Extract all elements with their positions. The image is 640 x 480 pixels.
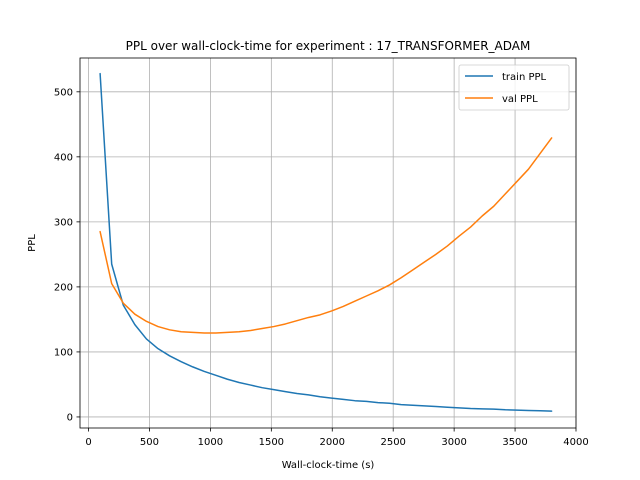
legend-label-val: val PPL (502, 94, 538, 105)
x-tick-label: 3000 (441, 437, 466, 448)
chart-title: PPL over wall-clock-time for experiment … (126, 39, 531, 53)
x-tick-label: 0 (85, 437, 91, 448)
legend: train PPL val PPL (458, 64, 570, 111)
y-tick-label: 400 (54, 152, 73, 163)
series-line-train-ppl (99, 72, 553, 412)
y-tick-label: 100 (54, 347, 73, 358)
x-tick-label: 2500 (380, 437, 405, 448)
plot-frame (79, 57, 577, 429)
x-tick-label: 1500 (259, 437, 284, 448)
y-tick-label: 0 (67, 412, 73, 423)
x-tick-label: 3500 (502, 437, 527, 448)
x-tick-label: 500 (140, 437, 159, 448)
y-tick-label: 500 (54, 87, 73, 98)
x-ticks: 0 500 1000 1500 2000 2500 3000 3500 4000 (85, 428, 589, 448)
x-axis-label: Wall-clock-time (s) (282, 460, 375, 471)
x-tick-label: 4000 (563, 437, 588, 448)
y-ticks: 0 100 200 300 400 500 (54, 87, 80, 423)
x-tick-label: 2000 (320, 437, 345, 448)
y-tick-label: 300 (54, 217, 73, 228)
legend-label-train: train PPL (502, 72, 547, 83)
y-axis-label: PPL (27, 234, 38, 252)
x-tick-label: 1000 (198, 437, 223, 448)
series-lines (99, 72, 553, 412)
series-line-val-ppl (99, 137, 553, 334)
y-tick-label: 200 (54, 282, 73, 293)
